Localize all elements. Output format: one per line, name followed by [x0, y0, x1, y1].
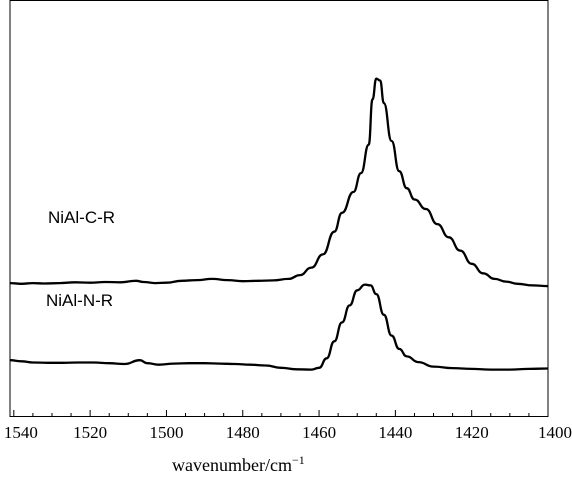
x-tick-label-1420: 1420: [455, 423, 489, 442]
x-tick-label-1460: 1460: [302, 423, 336, 442]
series-line-nial-n-r: [9, 283, 549, 371]
x-tick-label-1500: 1500: [149, 423, 183, 442]
x-tick-label-1440: 1440: [378, 423, 412, 442]
series-label-nial-n-r: NiAl-N-R: [46, 291, 113, 310]
x-axis-title: wavenumber/cm−1: [172, 453, 305, 475]
plot-frame: [9, 0, 549, 417]
x-axis-title-main: wavenumber/cm: [172, 455, 292, 475]
x-tick-label-1540: 1540: [4, 423, 38, 442]
x-axis-title-superscript: −1: [292, 453, 305, 467]
x-tick-label-1400: 1400: [538, 423, 572, 442]
x-tick-label-1520: 1520: [73, 423, 107, 442]
series-line-nial-c-r: [9, 77, 549, 288]
x-axis-tick-labels: 1540 1520 1500 1480 1460 1440 1420 1400: [4, 423, 572, 442]
x-tick-label-1480: 1480: [226, 423, 260, 442]
series-lines: [9, 77, 549, 371]
series-label-nial-c-r: NiAl-C-R: [48, 208, 115, 227]
x-axis-ticks: [13, 410, 549, 416]
